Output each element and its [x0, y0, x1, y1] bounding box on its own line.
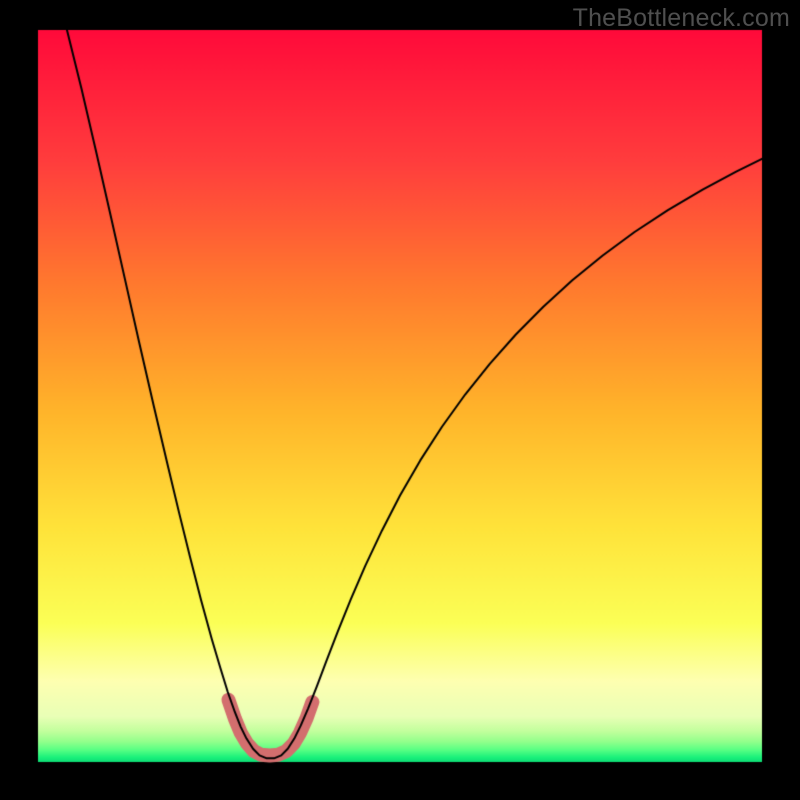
chart-stage: TheBottleneck.com — [0, 0, 800, 800]
watermark-label: TheBottleneck.com — [573, 4, 790, 33]
bottleneck-curve-chart — [0, 0, 800, 800]
